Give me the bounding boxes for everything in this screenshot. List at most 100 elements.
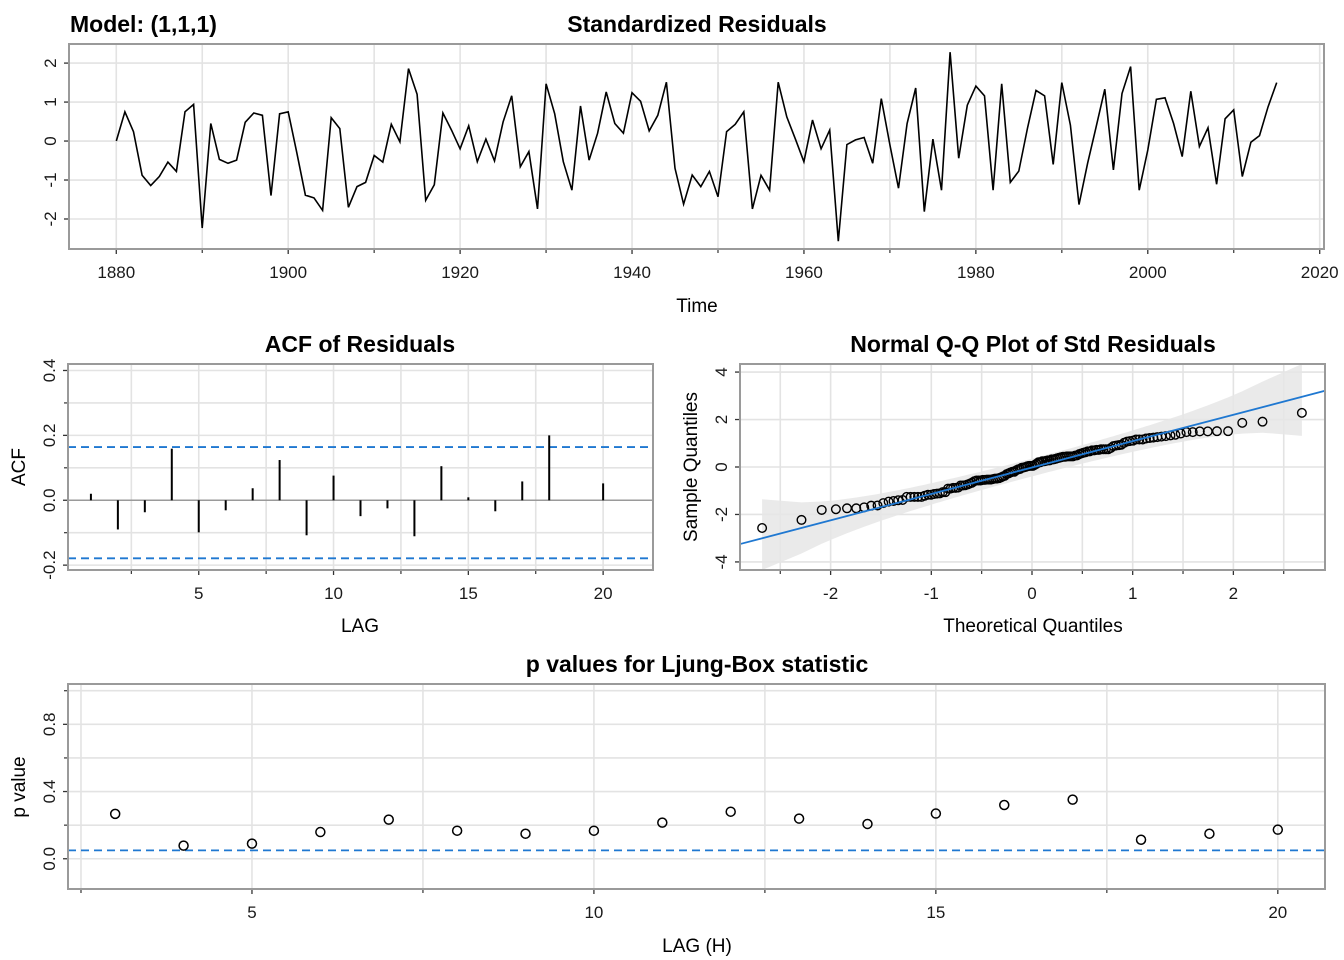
ljung-grid: [68, 684, 1325, 889]
ljung-p-value-point: [999, 799, 1010, 811]
ljung-p-value-point: [383, 814, 394, 825]
ljung-p-value-point: [1135, 834, 1147, 846]
qq-point: [893, 495, 904, 506]
residuals-y-tick-label: -2: [41, 211, 60, 226]
ljung-p-value-point: [588, 825, 600, 836]
acf-ylabel: ACF: [9, 448, 30, 486]
ljung-p-value-point: [315, 826, 326, 838]
acf-panel-border: [67, 363, 654, 571]
acf-x-tick-label: 15: [459, 584, 478, 603]
qq-y-tick-label: 0: [712, 462, 731, 471]
residuals-xlabel: Time: [676, 296, 718, 317]
qq-point: [1187, 427, 1198, 438]
ljung-p-value-point: [178, 840, 189, 851]
qq-point: [1211, 426, 1222, 437]
residuals-x-tick-label: 1960: [785, 263, 823, 282]
residuals-x-tick-label: 1920: [441, 263, 479, 282]
acf-x-tick-label: 20: [594, 584, 613, 603]
ljung-p-value-point: [109, 808, 121, 820]
qq-point: [1134, 434, 1145, 445]
qq-chart: Normal Q-Q Plot of Std Residuals Theoret…: [681, 331, 1326, 637]
residuals-x-tick-label: 1880: [97, 263, 135, 282]
ljung-p-value-point: [1067, 794, 1078, 805]
ljung-p-value-point: [862, 818, 873, 830]
residuals-x-tick-label: 2020: [1301, 263, 1339, 282]
residuals-title: Standardized Residuals: [567, 11, 826, 37]
qq-y-tick-label: -2: [712, 507, 731, 522]
residuals-y-tick-label: 0: [41, 136, 60, 145]
ljung-plot-area: 5 10 15 20 0.0 0.4 0.8: [40, 683, 1326, 922]
ljung-x-tick-label: 5: [247, 903, 256, 922]
residuals-panel-bg: [69, 44, 1324, 249]
ljung-p-value-point: [520, 828, 531, 839]
acf-chart: ACF of Residuals LAG ACF 5 10 15 20 -0.2 0.0 0…: [9, 331, 654, 637]
qq-reference-line: [739, 389, 1326, 545]
acf-plot-area: 5 10 15 20 -0.2 0.0 0.2 0.4: [40, 359, 654, 603]
residuals-y-tick-label: 2: [41, 58, 60, 67]
qq-point: [872, 500, 883, 511]
ljung-p-value-point: [657, 817, 668, 828]
residuals-x-tick-label: 1900: [269, 263, 307, 282]
ljung-p-value-point: [930, 808, 942, 819]
qq-title: Normal Q-Q Plot of Std Residuals: [850, 331, 1215, 357]
qq-point: [1296, 407, 1307, 418]
qq-point: [1223, 426, 1234, 437]
residuals-line: [115, 52, 1278, 242]
model-label: Model: (1,1,1): [70, 11, 217, 37]
ljung-p-value-point: [246, 838, 258, 849]
residuals-x-tick-label: 1940: [613, 263, 651, 282]
qq-panel-border: [739, 363, 1326, 571]
ljung-p-value-point: [1204, 828, 1215, 839]
ljung-x-tick-label: 20: [1268, 903, 1287, 922]
acf-y-tick-label: 0.2: [40, 424, 59, 448]
ljung-xlabel: LAG (H): [662, 936, 732, 957]
ljung-panel-bg: [68, 684, 1325, 889]
acf-x-tick-label: 5: [194, 584, 203, 603]
qq-x-tick-label: 0: [1027, 584, 1036, 603]
residuals-y-tick-label: 1: [41, 97, 60, 106]
ljung-p-value-point: [1272, 824, 1284, 835]
ljung-y-tick-label: 0.8: [40, 713, 59, 737]
residuals-chart: Standardized Residuals Time 1880 1900 1920…: [41, 11, 1339, 317]
qq-point: [830, 504, 841, 515]
ljung-x-tick-label: 15: [926, 903, 945, 922]
ljung-p-value-point: [451, 825, 463, 836]
acf-y-tick-label: 0.4: [40, 359, 59, 383]
qq-x-tick-label: 1: [1128, 584, 1137, 603]
acf-y-tick-label: -0.2: [40, 550, 59, 579]
qq-x-tick-label: -1: [924, 584, 939, 603]
qq-point: [1257, 416, 1268, 427]
qq-point: [796, 514, 807, 525]
acf-panel-bg: [68, 364, 653, 570]
qq-y-tick-label: 2: [712, 415, 731, 424]
qq-y-tick-label: 4: [712, 367, 731, 376]
qq-point: [816, 504, 827, 515]
ljung-y-tick-label: 0.0: [40, 847, 59, 871]
ljung-x-tick-label: 10: [584, 903, 603, 922]
qq-y-tick-label: -4: [712, 554, 731, 569]
residuals-panel-border: [68, 43, 1325, 250]
ljung-box-chart: p values for Ljung-Box statistic LAG (H)…: [9, 651, 1326, 957]
qq-x-tick-label: 2: [1229, 584, 1238, 603]
ljung-p-value-point: [793, 813, 805, 824]
ljung-title: p values for Ljung-Box statistic: [526, 651, 869, 677]
residuals-x-tick-label: 2000: [1129, 263, 1167, 282]
ljung-ylabel: p value: [9, 756, 30, 817]
residuals-plot-area: 1880 1900 1920 1940 1960 1980 2000 2020 -2 -1 0 1 2: [41, 43, 1339, 282]
residuals-y-tick-label: -1: [41, 172, 60, 187]
qq-x-tick-label: -2: [823, 584, 838, 603]
acf-xlabel: LAG: [341, 616, 379, 637]
ljung-panel-border: [67, 683, 1326, 890]
residuals-x-tick-label: 1980: [957, 263, 995, 282]
acf-x-tick-label: 10: [324, 584, 343, 603]
ljung-y-tick-label: 0.4: [40, 780, 59, 804]
qq-plot-area: -2 -1 0 1 2 -4 -2 0 2 4: [712, 363, 1326, 603]
qq-xlabel: Theoretical Quantiles: [943, 616, 1123, 637]
qq-ylabel: Sample Quantiles: [681, 392, 702, 542]
qq-point: [905, 491, 916, 502]
acf-y-tick-label: 0.0: [40, 488, 59, 512]
qq-point: [757, 522, 768, 533]
ljung-p-value-point: [725, 806, 736, 817]
acf-title: ACF of Residuals: [265, 331, 455, 357]
